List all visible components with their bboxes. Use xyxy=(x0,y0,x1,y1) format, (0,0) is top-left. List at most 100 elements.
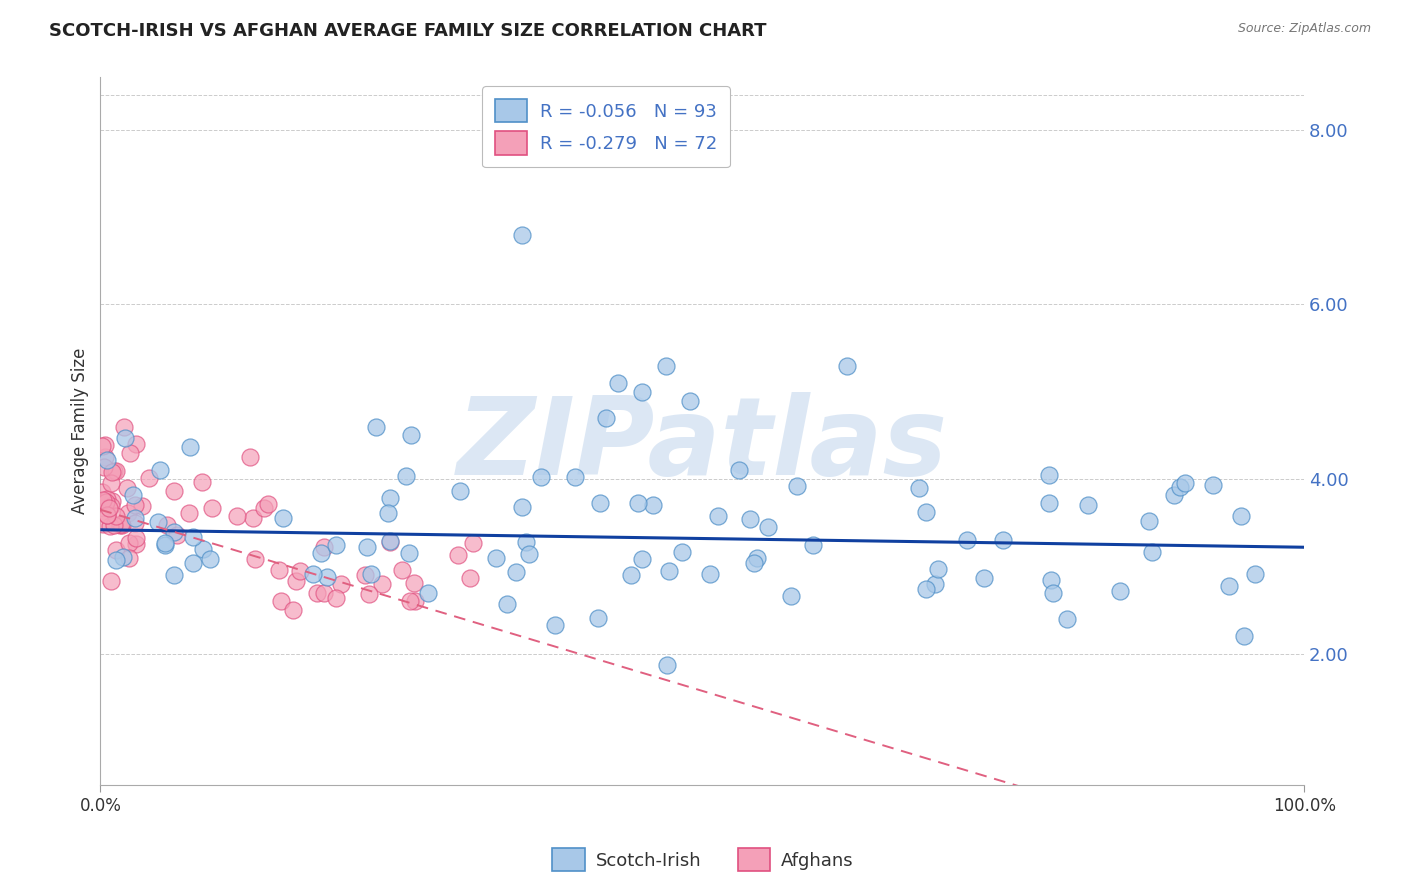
Point xyxy=(1038,496,1060,510)
Point xyxy=(607,376,630,390)
Point xyxy=(1137,514,1160,528)
Point xyxy=(118,550,141,565)
Point xyxy=(242,511,264,525)
Point xyxy=(156,518,179,533)
Point xyxy=(586,610,609,624)
Point xyxy=(1244,566,1267,581)
Point xyxy=(1201,478,1223,492)
Point xyxy=(399,428,422,442)
Point xyxy=(325,591,347,606)
Point xyxy=(131,499,153,513)
Point xyxy=(356,540,378,554)
Point xyxy=(239,450,262,464)
Point xyxy=(915,506,938,520)
Point xyxy=(1056,612,1078,626)
Point xyxy=(111,550,134,565)
Point xyxy=(325,539,347,553)
Point xyxy=(619,567,641,582)
Point xyxy=(105,543,128,558)
Point xyxy=(330,577,353,591)
Point xyxy=(510,227,533,242)
Point xyxy=(756,519,779,533)
Point xyxy=(364,420,387,434)
Point xyxy=(125,537,148,551)
Point xyxy=(122,488,145,502)
Point xyxy=(458,571,481,585)
Point xyxy=(191,475,214,489)
Point xyxy=(658,564,681,578)
Point xyxy=(100,574,122,588)
Point xyxy=(529,470,551,484)
Point xyxy=(117,536,139,550)
Point xyxy=(496,597,519,611)
Point xyxy=(316,570,339,584)
Point xyxy=(96,453,118,467)
Point xyxy=(1233,629,1256,643)
Point xyxy=(312,541,335,555)
Point xyxy=(90,439,112,453)
Point xyxy=(643,498,665,512)
Point xyxy=(1038,467,1060,482)
Point xyxy=(96,508,118,522)
Point xyxy=(1174,476,1197,491)
Point xyxy=(908,481,931,495)
Point xyxy=(155,538,177,552)
Point xyxy=(94,438,117,452)
Point xyxy=(90,485,112,500)
Point xyxy=(360,566,382,581)
Y-axis label: Average Family Size: Average Family Size xyxy=(72,348,89,515)
Point xyxy=(163,568,186,582)
Point xyxy=(404,576,426,591)
Point xyxy=(564,470,586,484)
Point xyxy=(108,518,131,533)
Point xyxy=(91,493,114,508)
Legend: Scotch-Irish, Afghans: Scotch-Irish, Afghans xyxy=(546,841,860,879)
Point xyxy=(112,419,135,434)
Point xyxy=(114,431,136,445)
Point xyxy=(285,574,308,588)
Point xyxy=(309,546,332,560)
Point xyxy=(671,545,693,559)
Point xyxy=(505,565,527,579)
Point xyxy=(103,518,125,533)
Point xyxy=(124,498,146,512)
Point xyxy=(835,359,858,373)
Point xyxy=(631,384,654,399)
Point xyxy=(380,534,402,549)
Point xyxy=(181,531,204,545)
Point xyxy=(354,568,377,582)
Point xyxy=(101,465,124,479)
Point xyxy=(924,576,946,591)
Point xyxy=(117,506,139,520)
Point xyxy=(177,506,200,520)
Point xyxy=(745,551,768,566)
Point xyxy=(155,535,177,549)
Point xyxy=(91,516,114,531)
Text: SCOTCH-IRISH VS AFGHAN AVERAGE FAMILY SIZE CORRELATION CHART: SCOTCH-IRISH VS AFGHAN AVERAGE FAMILY SI… xyxy=(49,22,766,40)
Point xyxy=(97,501,120,516)
Point xyxy=(742,556,765,570)
Point xyxy=(94,450,117,464)
Point xyxy=(595,411,617,425)
Point xyxy=(271,510,294,524)
Point xyxy=(357,587,380,601)
Point xyxy=(378,491,401,505)
Point xyxy=(1218,579,1240,593)
Point xyxy=(193,541,215,556)
Point xyxy=(124,516,146,530)
Point xyxy=(115,481,138,495)
Point xyxy=(100,476,122,491)
Point xyxy=(485,551,508,566)
Point xyxy=(915,582,938,596)
Point xyxy=(94,495,117,509)
Point xyxy=(398,594,420,608)
Point xyxy=(270,594,292,608)
Point xyxy=(200,552,222,566)
Point xyxy=(786,479,808,493)
Point xyxy=(371,576,394,591)
Point xyxy=(927,562,949,576)
Point xyxy=(391,563,413,577)
Point xyxy=(269,563,291,577)
Point xyxy=(1168,480,1191,494)
Point xyxy=(163,524,186,539)
